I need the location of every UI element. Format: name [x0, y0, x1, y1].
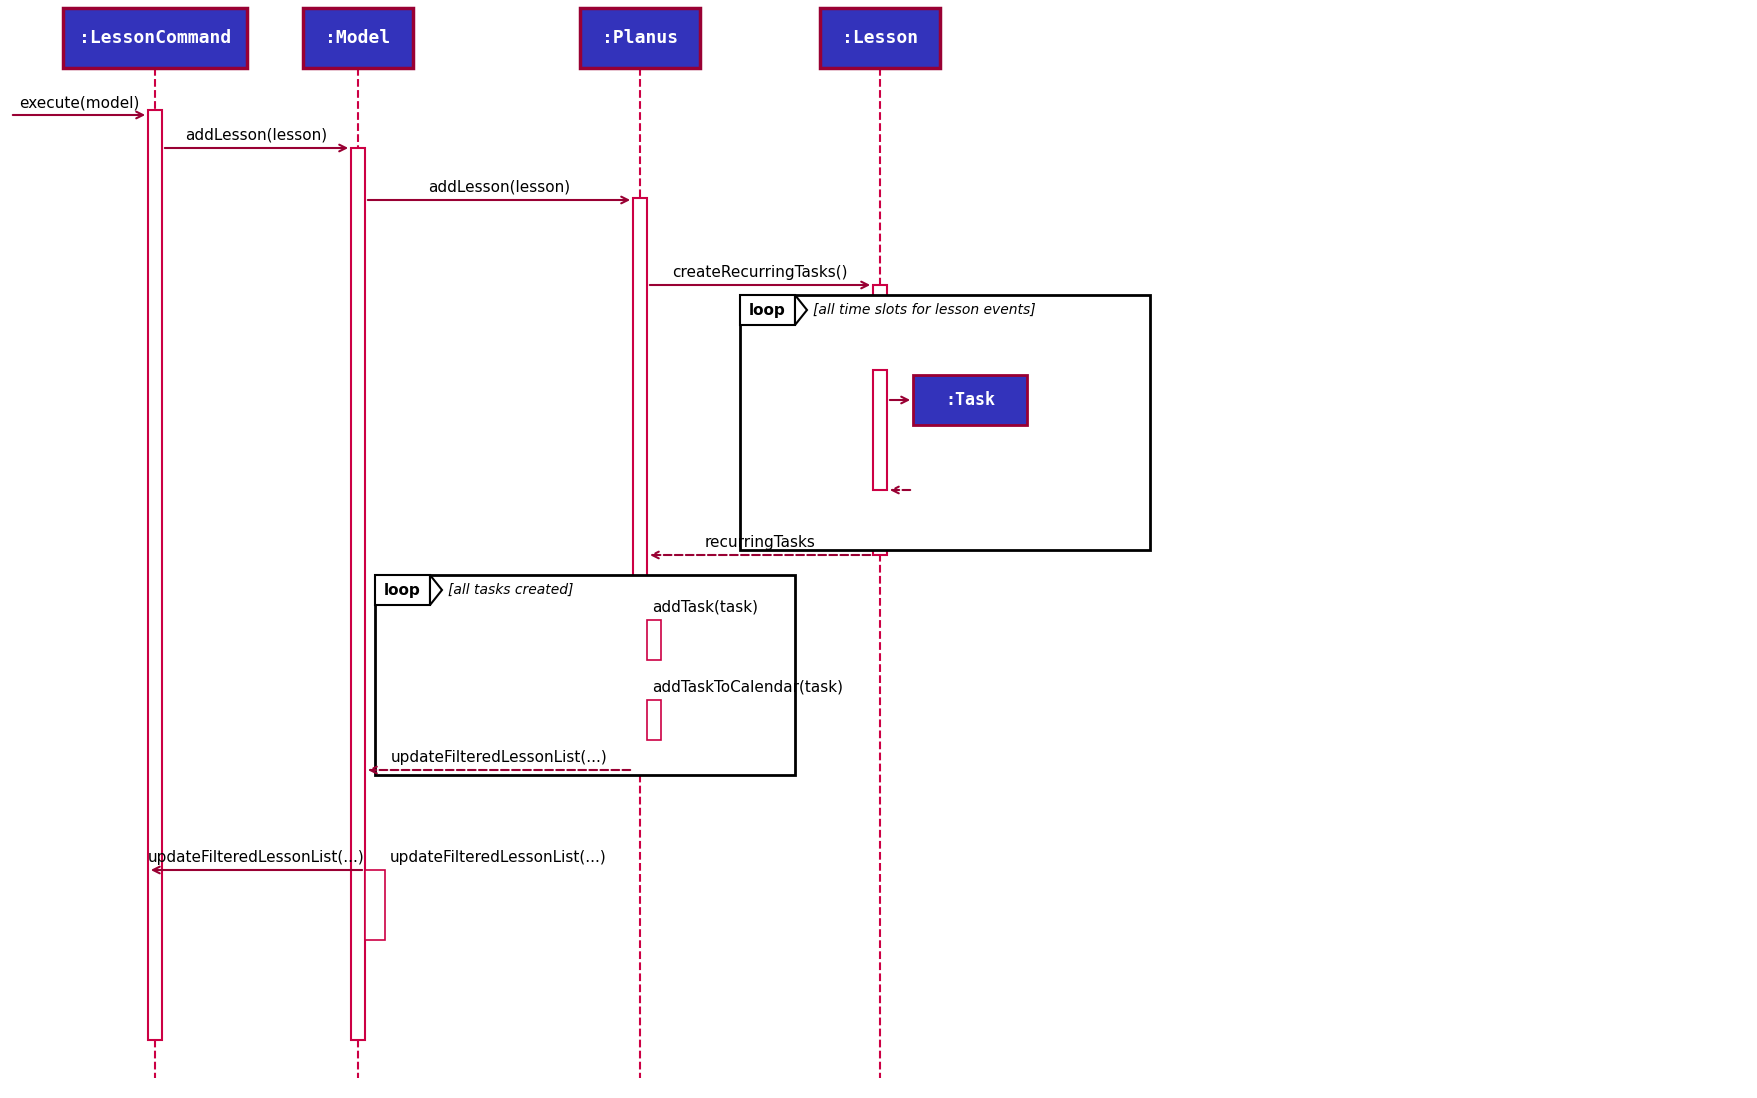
- Bar: [740, 295, 1151, 550]
- Bar: [633, 198, 647, 770]
- Text: updateFilteredLessonList(...): updateFilteredLessonList(...): [390, 850, 606, 865]
- Bar: [914, 376, 1028, 425]
- Bar: [148, 110, 162, 1040]
- Text: addTask(task): addTask(task): [652, 600, 757, 615]
- Text: execute(model): execute(model): [19, 96, 139, 110]
- Bar: [365, 870, 385, 940]
- Text: loop: loop: [383, 583, 420, 597]
- Bar: [63, 8, 248, 68]
- Bar: [374, 575, 430, 605]
- Bar: [647, 620, 661, 660]
- Text: loop: loop: [748, 303, 785, 317]
- Polygon shape: [794, 295, 806, 325]
- Text: addLesson(lesson): addLesson(lesson): [186, 128, 327, 143]
- Text: addTaskToCalendar(task): addTaskToCalendar(task): [652, 680, 843, 695]
- Bar: [580, 8, 699, 68]
- Bar: [873, 285, 887, 554]
- Text: createRecurringTasks(): createRecurringTasks(): [673, 265, 847, 280]
- Text: addLesson(lesson): addLesson(lesson): [429, 180, 569, 195]
- Bar: [873, 370, 887, 490]
- Bar: [302, 8, 413, 68]
- Bar: [740, 295, 794, 325]
- Text: recurringTasks: recurringTasks: [705, 535, 815, 550]
- Bar: [351, 148, 365, 1040]
- Text: [all tasks created]: [all tasks created]: [448, 583, 573, 597]
- Text: :Task: :Task: [945, 391, 994, 408]
- Text: [all time slots for lesson events]: [all time slots for lesson events]: [813, 303, 1035, 317]
- Text: :Planus: :Planus: [603, 29, 678, 47]
- Bar: [821, 8, 940, 68]
- Bar: [647, 701, 661, 740]
- Text: updateFilteredLessonList(...): updateFilteredLessonList(...): [148, 850, 365, 865]
- Text: :Lesson: :Lesson: [842, 29, 919, 47]
- Bar: [374, 575, 794, 775]
- Text: updateFilteredLessonList(...): updateFilteredLessonList(...): [390, 750, 608, 765]
- Polygon shape: [430, 575, 443, 605]
- Text: :LessonCommand: :LessonCommand: [79, 29, 232, 47]
- Text: :Model: :Model: [325, 29, 390, 47]
